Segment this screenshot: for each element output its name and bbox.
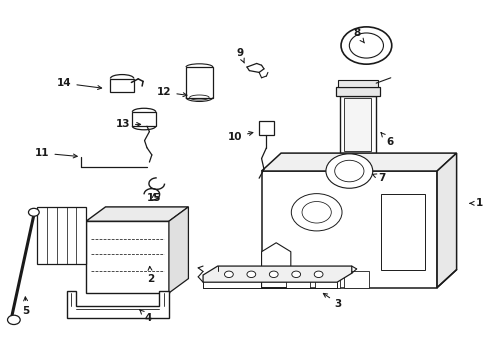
Polygon shape (86, 221, 168, 293)
Bar (335, 87, 379, 96)
Circle shape (291, 271, 300, 278)
Polygon shape (168, 207, 188, 293)
Text: 7: 7 (372, 173, 385, 183)
Bar (110, 78, 134, 92)
Text: 6: 6 (380, 132, 392, 147)
Text: 5: 5 (22, 297, 30, 316)
Bar (337, 80, 377, 87)
Polygon shape (203, 266, 351, 282)
Circle shape (28, 208, 39, 216)
Polygon shape (344, 271, 368, 288)
Circle shape (291, 194, 341, 231)
Circle shape (334, 160, 363, 182)
Text: 3: 3 (323, 293, 341, 309)
Polygon shape (261, 153, 456, 171)
Text: 9: 9 (236, 48, 244, 63)
Polygon shape (86, 207, 188, 221)
Polygon shape (261, 243, 290, 288)
Circle shape (302, 202, 330, 223)
Polygon shape (66, 291, 168, 318)
Circle shape (269, 271, 278, 278)
Polygon shape (285, 271, 310, 288)
Bar (132, 112, 156, 126)
Bar (259, 121, 273, 135)
Polygon shape (315, 271, 339, 288)
Circle shape (246, 271, 255, 278)
Bar (339, 96, 375, 153)
Text: 14: 14 (57, 78, 102, 90)
Text: 10: 10 (227, 131, 252, 142)
Circle shape (340, 27, 391, 64)
Text: 8: 8 (352, 28, 364, 43)
Text: 1: 1 (469, 198, 482, 208)
Circle shape (7, 315, 20, 324)
Text: 12: 12 (157, 87, 186, 97)
Circle shape (348, 33, 383, 58)
Circle shape (314, 271, 323, 278)
Polygon shape (436, 153, 456, 288)
Bar (185, 67, 212, 98)
Polygon shape (37, 207, 86, 264)
Text: 13: 13 (115, 120, 141, 129)
Polygon shape (380, 194, 424, 270)
Text: 15: 15 (147, 193, 161, 203)
Bar (344, 98, 370, 151)
Circle shape (224, 271, 233, 278)
Circle shape (325, 154, 372, 188)
Text: 11: 11 (35, 148, 77, 158)
Text: 2: 2 (147, 266, 154, 284)
Polygon shape (261, 171, 436, 288)
Text: 4: 4 (140, 310, 152, 323)
